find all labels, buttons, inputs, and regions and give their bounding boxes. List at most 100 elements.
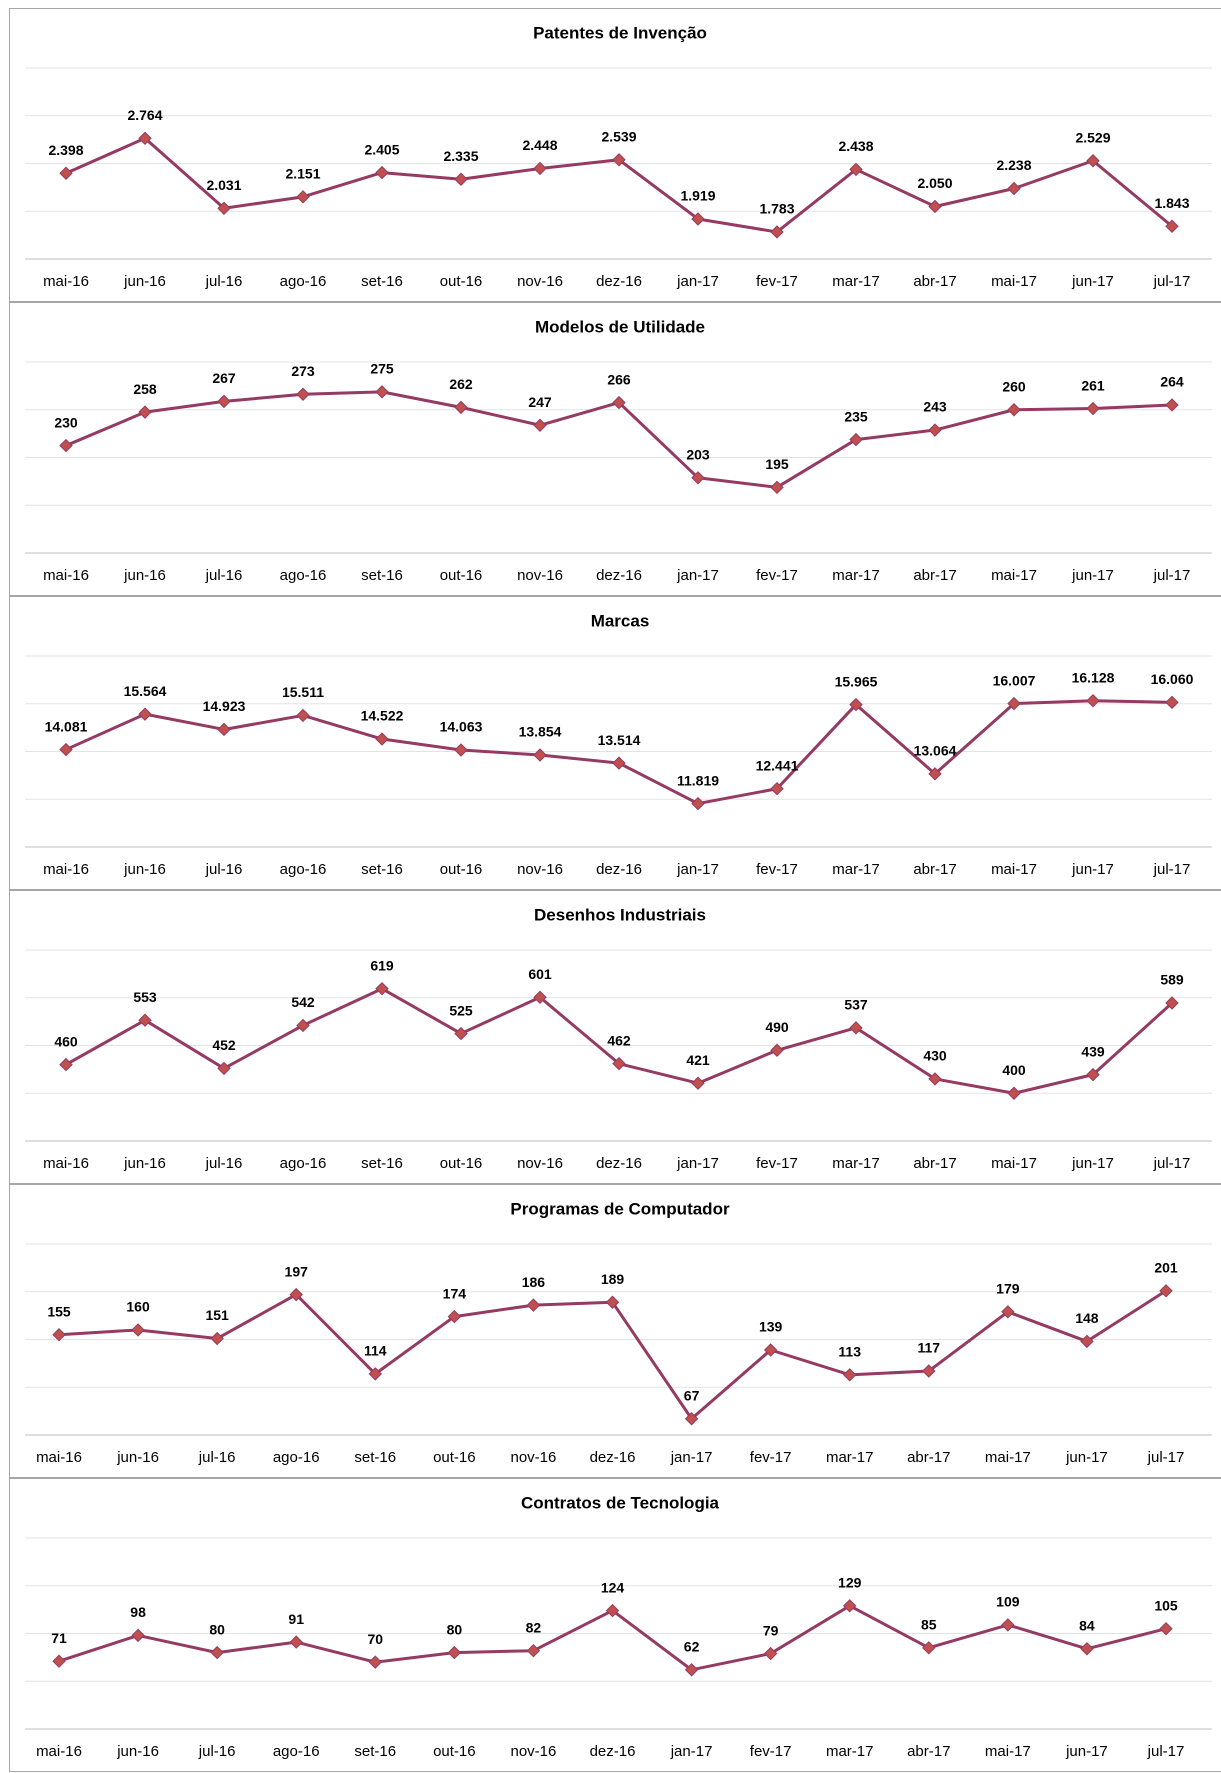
data-label: 439	[1081, 1043, 1105, 1059]
data-label: 2.764	[127, 107, 162, 123]
data-label: 261	[1081, 377, 1105, 393]
x-tick-label: jun-16	[123, 567, 166, 584]
x-tick-label: out-16	[433, 1449, 476, 1466]
x-tick-label: mar-17	[832, 273, 880, 290]
data-label: 1.919	[680, 188, 715, 204]
x-tick-label: jan-17	[676, 567, 719, 584]
x-tick-label: mai-17	[991, 1155, 1037, 1172]
x-tick-label: abr-17	[913, 861, 956, 878]
x-tick-label: jul-17	[1147, 1449, 1185, 1466]
chart-title: Patentes de Invenção	[533, 23, 707, 42]
x-tick-label: ago-16	[280, 567, 327, 584]
data-label: 16.007	[993, 672, 1036, 688]
x-tick-label: set-16	[354, 1743, 396, 1760]
data-label: 2.238	[996, 157, 1031, 173]
data-label: 113	[838, 1344, 861, 1360]
x-tick-label: nov-16	[517, 567, 563, 584]
x-tick-label: jun-16	[123, 273, 166, 290]
data-label: 542	[291, 994, 315, 1010]
data-label: 129	[838, 1575, 862, 1591]
data-label: 186	[522, 1274, 546, 1290]
data-label: 619	[370, 957, 394, 973]
x-tick-label: mar-17	[826, 1449, 874, 1466]
data-label: 82	[526, 1619, 542, 1635]
data-label: 2.438	[838, 138, 873, 154]
x-tick-label: ago-16	[280, 273, 327, 290]
data-label: 2.529	[1075, 129, 1110, 145]
x-tick-label: jun-17	[1071, 273, 1114, 290]
data-label: 421	[686, 1052, 710, 1068]
x-tick-label: mai-17	[991, 861, 1037, 878]
data-label: 15.511	[282, 684, 324, 700]
data-label: 139	[759, 1319, 783, 1335]
x-tick-label: dez-16	[590, 1743, 636, 1760]
x-tick-label: jun-16	[116, 1449, 159, 1466]
data-label: 14.063	[440, 719, 483, 735]
chart-title: Programas de Computador	[510, 1199, 730, 1218]
x-tick-label: abr-17	[913, 1155, 956, 1172]
x-tick-label: out-16	[440, 1155, 483, 1172]
data-label: 155	[47, 1303, 71, 1319]
x-tick-label: dez-16	[596, 567, 642, 584]
data-label: 85	[921, 1617, 937, 1633]
data-label: 452	[212, 1037, 236, 1053]
x-tick-label: jul-16	[205, 1155, 243, 1172]
data-label: 264	[1160, 374, 1184, 390]
data-label: 80	[209, 1621, 225, 1637]
data-label: 14.522	[361, 708, 404, 724]
x-tick-label: mai-17	[991, 273, 1037, 290]
x-tick-label: mai-16	[36, 1743, 82, 1760]
x-tick-label: nov-16	[510, 1743, 556, 1760]
data-label: 84	[1079, 1617, 1095, 1633]
data-label: 105	[1154, 1597, 1178, 1613]
data-label: 601	[528, 966, 552, 982]
x-tick-label: mai-16	[43, 1155, 89, 1172]
x-tick-label: set-16	[361, 273, 403, 290]
data-label: 462	[607, 1032, 631, 1048]
data-label: 275	[370, 361, 394, 377]
x-tick-label: jan-17	[670, 1449, 713, 1466]
x-tick-label: jul-17	[1147, 1743, 1185, 1760]
x-tick-label: out-16	[440, 567, 483, 584]
data-label: 2.151	[285, 166, 320, 182]
data-label: 195	[765, 456, 789, 472]
data-label: 15.564	[124, 683, 167, 699]
data-label: 15.965	[835, 673, 878, 689]
data-label: 151	[205, 1307, 229, 1323]
data-label: 197	[285, 1263, 309, 1279]
panel	[10, 1479, 1221, 1772]
x-tick-label: jan-17	[676, 273, 719, 290]
data-label: 2.448	[522, 137, 557, 153]
panel	[10, 303, 1221, 596]
data-label: 109	[996, 1594, 1020, 1610]
x-tick-label: mai-16	[43, 567, 89, 584]
x-tick-label: nov-16	[510, 1449, 556, 1466]
data-label: 2.050	[917, 175, 952, 191]
x-tick-label: fev-17	[756, 567, 798, 584]
data-label: 114	[364, 1343, 387, 1359]
x-tick-label: abr-17	[907, 1449, 950, 1466]
data-label: 14.081	[45, 718, 88, 734]
x-tick-label: mar-17	[832, 1155, 880, 1172]
data-label: 98	[130, 1604, 146, 1620]
data-label: 13.064	[914, 743, 957, 759]
data-label: 201	[1154, 1259, 1178, 1275]
data-label: 400	[1002, 1062, 1026, 1078]
x-tick-label: jan-17	[676, 861, 719, 878]
data-label: 16.128	[1072, 669, 1115, 685]
x-tick-label: ago-16	[273, 1449, 320, 1466]
x-tick-label: jul-17	[1153, 567, 1191, 584]
panel	[10, 9, 1221, 302]
x-tick-label: jun-17	[1071, 567, 1114, 584]
x-tick-label: mai-16	[43, 861, 89, 878]
x-tick-label: fev-17	[750, 1743, 792, 1760]
data-label: 160	[126, 1299, 150, 1315]
x-tick-label: out-16	[440, 861, 483, 878]
data-label: 12.441	[756, 757, 799, 773]
x-tick-label: mai-16	[36, 1449, 82, 1466]
x-tick-label: dez-16	[596, 273, 642, 290]
x-tick-label: set-16	[354, 1449, 396, 1466]
data-label: 80	[447, 1621, 463, 1637]
data-label: 266	[607, 371, 631, 387]
